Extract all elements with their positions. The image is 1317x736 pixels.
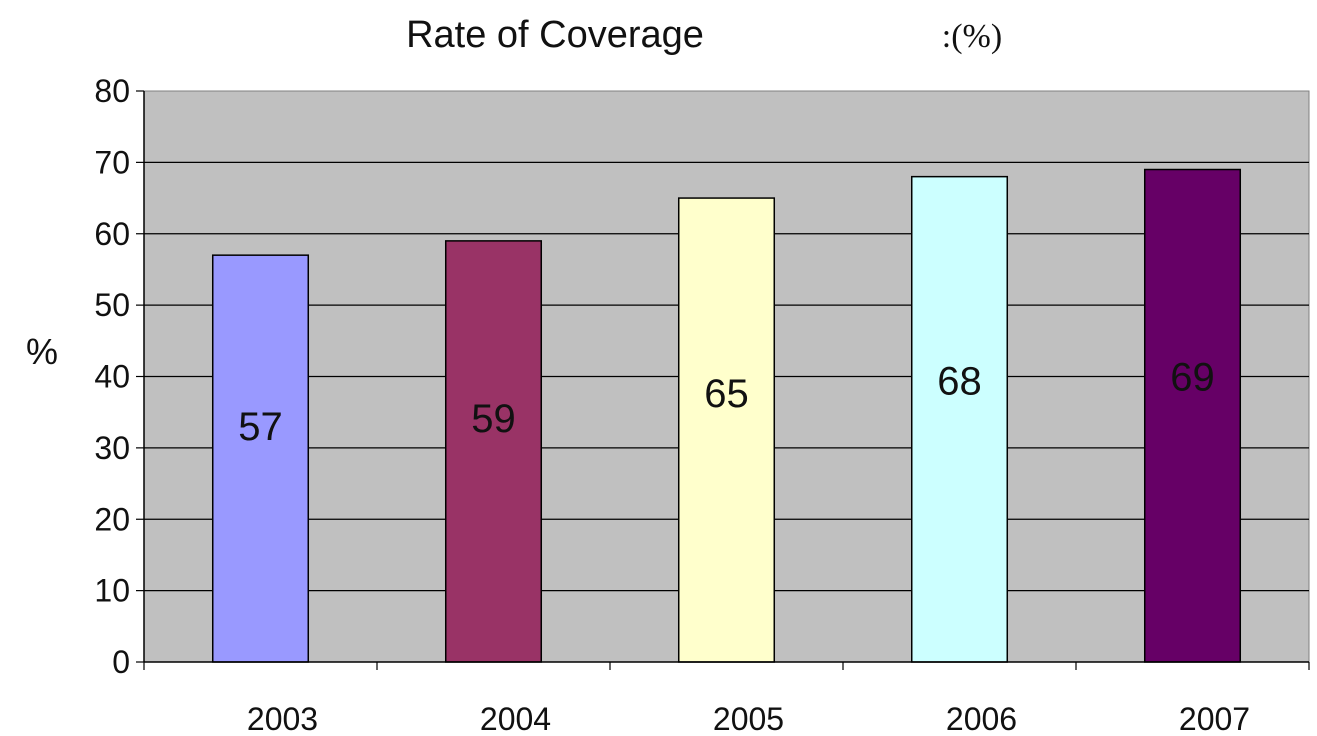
x-tick-label: 2004 bbox=[480, 701, 551, 736]
y-tick-label: 30 bbox=[94, 430, 130, 466]
y-tick-label: 20 bbox=[94, 501, 130, 537]
axes bbox=[136, 90, 1310, 670]
y-tick-label: 40 bbox=[94, 359, 130, 395]
chart-title: Rate of Coverage bbox=[406, 14, 704, 56]
y-tick-label: 80 bbox=[94, 73, 130, 109]
data-label-2007: 69 bbox=[1170, 355, 1215, 399]
chart-title-suffix: :(%) bbox=[942, 18, 1002, 55]
data-label-2006: 68 bbox=[937, 359, 982, 403]
bar-2005 bbox=[677, 197, 776, 663]
y-tick-labels: 0 10 20 30 40 50 60 70 80 bbox=[94, 73, 130, 680]
y-tick-label: 70 bbox=[94, 144, 130, 180]
bar-2007 bbox=[1143, 168, 1242, 663]
x-tick-label: 2003 bbox=[247, 701, 318, 736]
y-tick-label: 0 bbox=[112, 644, 130, 680]
bar-2003 bbox=[211, 254, 310, 663]
x-tick-label: 2006 bbox=[946, 701, 1017, 736]
x-tick-labels: 2003 2004 2005 2006 2007 bbox=[247, 701, 1250, 736]
data-label-2004: 59 bbox=[471, 397, 516, 441]
data-label-2005: 65 bbox=[704, 372, 749, 416]
bar-2004 bbox=[444, 240, 543, 663]
bars bbox=[211, 168, 1242, 663]
x-tick-label: 2005 bbox=[713, 701, 784, 736]
x-tick-label: 2007 bbox=[1179, 701, 1250, 736]
y-tick-label: 60 bbox=[94, 216, 130, 252]
y-tick-label: 10 bbox=[94, 573, 130, 609]
data-labels: 57 59 65 68 69 bbox=[238, 355, 1215, 449]
bar-2006 bbox=[910, 175, 1009, 663]
y-axis-title: % bbox=[26, 331, 58, 372]
y-tick-label: 50 bbox=[94, 287, 130, 323]
data-label-2003: 57 bbox=[238, 405, 283, 449]
